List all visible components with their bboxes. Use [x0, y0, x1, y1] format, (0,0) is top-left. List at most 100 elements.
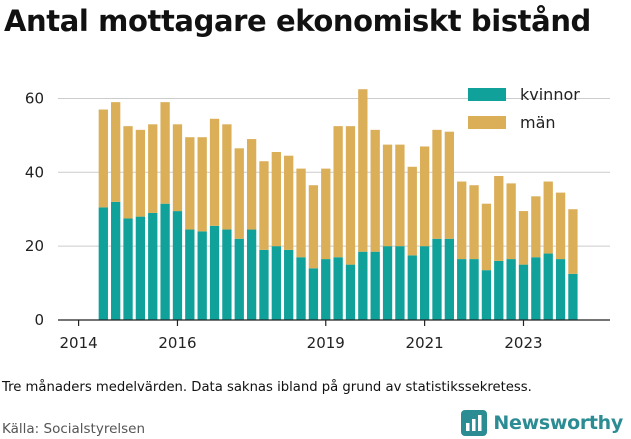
- newsworthy-chart-icon: [461, 410, 488, 436]
- legend-label-kvinnor: kvinnor: [520, 85, 580, 104]
- bar-kvinnor: [382, 246, 393, 320]
- bar-kvinnor: [160, 203, 170, 320]
- bar-kvinnor: [518, 264, 529, 320]
- bar-man: [172, 124, 183, 212]
- bar-kvinnor: [506, 259, 516, 320]
- bar-man: [543, 181, 553, 254]
- x-tick-label: 2016: [158, 334, 196, 352]
- legend-swatch-man: [468, 116, 506, 129]
- bar-kvinnor: [98, 207, 108, 320]
- bar-kvinnor: [296, 257, 306, 320]
- bar-man: [419, 146, 430, 247]
- bar-man: [370, 129, 380, 252]
- bar-kvinnor: [321, 259, 331, 320]
- bar-kvinnor: [308, 268, 319, 320]
- bar-man: [185, 137, 195, 230]
- bar-kvinnor: [197, 231, 207, 320]
- y-tick-label: 60: [25, 89, 44, 107]
- bar-man: [382, 144, 393, 247]
- newsworthy-logo: Newsworthy: [461, 410, 623, 436]
- bar-man: [98, 109, 108, 208]
- bar-kvinnor: [345, 264, 356, 320]
- bar-man: [296, 168, 306, 258]
- source-text: Källa: Socialstyrelsen: [2, 421, 146, 437]
- bar-kvinnor: [444, 238, 454, 320]
- bar-man: [123, 126, 133, 219]
- bar-man: [234, 148, 244, 239]
- bar-kvinnor: [457, 259, 467, 320]
- bar-kvinnor: [135, 216, 146, 320]
- bar-man: [432, 129, 442, 239]
- bar-man: [246, 139, 257, 230]
- chart-title: Antal mottagare ekonomiskt bistånd: [4, 4, 591, 38]
- bar-kvinnor: [185, 229, 195, 320]
- bar-man: [469, 185, 479, 260]
- bar-man: [308, 185, 319, 269]
- legend: kvinnor män: [468, 85, 580, 132]
- bar-man: [506, 183, 516, 260]
- bar-man: [135, 129, 146, 217]
- bar-man: [568, 209, 578, 274]
- bar-man: [358, 89, 368, 252]
- bar-man: [209, 118, 220, 226]
- bar-kvinnor: [111, 201, 121, 320]
- bar-man: [148, 124, 158, 213]
- bar-kvinnor: [407, 255, 417, 320]
- x-tick-label: 2014: [60, 334, 98, 352]
- bar-man: [284, 155, 294, 250]
- bar-kvinnor: [568, 273, 578, 320]
- stacked-bar-chart: 0 20 40 60 2014 2016 2019 2021 2023 kvinnor män: [25, 85, 610, 352]
- bar-kvinnor: [555, 259, 566, 320]
- y-tick-label: 20: [25, 237, 44, 255]
- bar-kvinnor: [419, 246, 430, 320]
- bar-kvinnor: [148, 212, 158, 320]
- bar-kvinnor: [370, 251, 380, 320]
- bar-kvinnor: [469, 259, 479, 320]
- bar-kvinnor: [543, 253, 553, 320]
- bars: [98, 89, 578, 320]
- y-tick-label: 40: [25, 163, 44, 181]
- bar-man: [494, 176, 504, 261]
- bar-kvinnor: [172, 211, 183, 320]
- x-tick-label: 2023: [504, 334, 542, 352]
- bar-kvinnor: [432, 238, 442, 320]
- bar-man: [321, 168, 331, 260]
- bar-kvinnor: [259, 249, 269, 320]
- bar-man: [531, 196, 541, 258]
- bar-kvinnor: [333, 257, 343, 320]
- bar-kvinnor: [246, 229, 257, 320]
- bar-kvinnor: [481, 270, 492, 320]
- bar-man: [481, 203, 492, 271]
- bar-man: [395, 144, 405, 247]
- bar-kvinnor: [123, 218, 133, 320]
- bar-man: [222, 124, 232, 230]
- x-tick-label: 2019: [307, 334, 345, 352]
- bar-kvinnor: [531, 257, 541, 320]
- brand-name: Newsworthy: [493, 412, 623, 434]
- bar-man: [518, 211, 529, 265]
- bar-man: [111, 102, 121, 202]
- bar-man: [160, 102, 170, 204]
- bar-man: [444, 131, 454, 239]
- bar-kvinnor: [284, 249, 294, 320]
- bar-man: [407, 166, 417, 256]
- axes: 0 20 40 60 2014 2016 2019 2021 2023: [25, 89, 610, 352]
- bar-man: [345, 126, 356, 265]
- bar-man: [333, 126, 343, 258]
- bar-kvinnor: [234, 238, 244, 320]
- chart-note: Tre månaders medelvärden. Data saknas ib…: [2, 380, 532, 395]
- bar-man: [457, 181, 467, 260]
- x-tick-label: 2021: [406, 334, 444, 352]
- y-tick-label: 0: [34, 311, 44, 329]
- bar-kvinnor: [209, 225, 220, 320]
- bar-man: [197, 137, 207, 232]
- bar-man: [271, 152, 281, 247]
- bar-kvinnor: [395, 246, 405, 320]
- bar-kvinnor: [222, 229, 232, 320]
- bar-kvinnor: [358, 251, 368, 320]
- bar-kvinnor: [271, 246, 281, 320]
- legend-label-man: män: [520, 113, 556, 132]
- bar-kvinnor: [494, 260, 504, 320]
- bar-man: [555, 192, 566, 260]
- bar-man: [259, 161, 269, 250]
